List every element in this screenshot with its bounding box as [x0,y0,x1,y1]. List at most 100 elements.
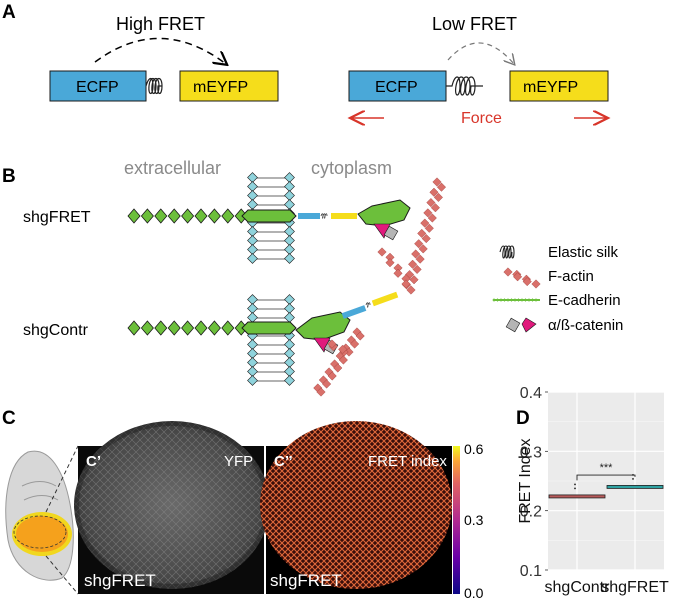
cadherin-repeat [127,208,141,224]
actin-monomer [426,198,436,208]
colorbar-tick-max: 0.6 [464,441,484,457]
cadherin-dot [527,298,531,302]
significance-label: *** [600,462,614,474]
legend-e-cadherin: E-cadherin [548,292,621,309]
lipid-head [284,235,295,246]
cadherin-dot [513,298,517,302]
lipid-head [247,312,258,323]
shgfret-ecfp [298,213,320,219]
panel-label-a: A [2,2,16,23]
lipid-head [247,375,258,386]
lipid-head [284,253,295,264]
cadherin-dot [492,298,496,302]
actin-monomer [385,258,395,268]
significance-bracket [576,474,636,481]
actin-monomer [423,208,433,218]
cadherin-dot [523,298,528,302]
high-fret-arrow [94,37,226,64]
shgfret-yfp-caption: shgFRET [84,571,156,590]
embryo-disc-outline [13,515,67,549]
actin-monomer [432,177,442,187]
actin-monomer [344,347,354,357]
colorbar [453,446,460,594]
shgfret-f-actin [377,177,447,295]
lipid-head [247,348,258,359]
actin-monomer [393,263,403,273]
extracellular-label: extracellular [124,158,221,178]
lipid-head [284,294,295,305]
cadherin-repeat [207,320,221,336]
shgcontr-cadherin-repeats [127,320,248,336]
cadherin-repeat [194,320,208,336]
meyfp-label-high: mEYFP [193,79,248,96]
legend-elastic-silk: Elastic silk [548,244,619,261]
cadherin-repeat [181,320,195,336]
actin-monomer [430,203,440,213]
actin-monomer [355,331,365,341]
cadherin-dot [509,298,514,302]
actin-monomer [414,239,424,249]
low-fret-arrow [447,42,514,64]
c-double-prime-label: C’’ [274,453,293,470]
lipid-head [284,199,295,210]
shgcontr-label: shgContr [23,322,89,339]
lipid-head [247,235,258,246]
outlier-point [632,478,634,480]
panel-label-c: C [2,408,16,429]
cadherin-dot [530,298,535,302]
lipid-head [247,303,258,314]
actin-monomer [503,267,513,277]
actin-monomer [350,339,360,349]
cadherin-repeat [140,320,154,336]
actin-monomer [427,213,437,223]
panel-a-low-fret: Low FRET ECFP mEYFP Force [349,14,608,127]
x-tick-label: shgFRET [601,579,669,596]
panel-a-high-fret: High FRET ECFP mEYFP [49,14,279,102]
outlier-point [574,487,576,490]
y-tick-label: 0.3 [520,444,542,461]
actin-monomer [513,272,523,282]
shgfret-beta-catenin-domain [357,199,411,227]
lipid-head [247,244,258,255]
membrane-top [247,172,295,264]
lipid-head [247,294,258,305]
box-shgContr [548,494,606,499]
meyfp-box-low [509,70,609,102]
embryo-inner-line [21,481,57,487]
lipid-head [284,303,295,314]
lipid-head [284,181,295,192]
cadherin-repeat [221,320,235,336]
actin-monomer [401,279,411,289]
cadherin-dot [502,298,507,302]
lipid-head [247,226,258,237]
lipid-head [247,253,258,264]
ecfp-label-low: ECFP [375,79,418,96]
zoom-line-top [45,445,79,513]
outlier-point [574,483,576,486]
alpha-catenin-icon [521,317,537,333]
y-axis-label: FRET Index [517,438,534,523]
actin-monomer [531,279,541,289]
cadherin-repeat [194,208,208,224]
actin-monomer [338,355,348,365]
membrane-bottom [247,294,295,386]
panel-label-b: B [2,166,16,187]
actin-monomer [385,252,395,262]
cadherin-repeat [154,208,168,224]
high-fret-label: High FRET [116,14,205,34]
actin-monomer [327,339,337,349]
shgcontr-meyfp [371,291,399,307]
actin-monomer [429,187,439,197]
actin-monomer [433,192,443,202]
ecfp-label-high: ECFP [76,79,119,96]
shgfret-beta-catenin [383,225,399,241]
lipid-head [284,339,295,350]
panel-label-d: D [516,408,530,429]
cadherin-dot [506,298,510,302]
cadherin-dot [534,298,538,302]
ecfp-box-high [49,70,147,102]
shgfret-silk [320,213,328,219]
shgcontr-ecfp [341,305,367,319]
y-tick-label: 0.4 [520,385,542,402]
